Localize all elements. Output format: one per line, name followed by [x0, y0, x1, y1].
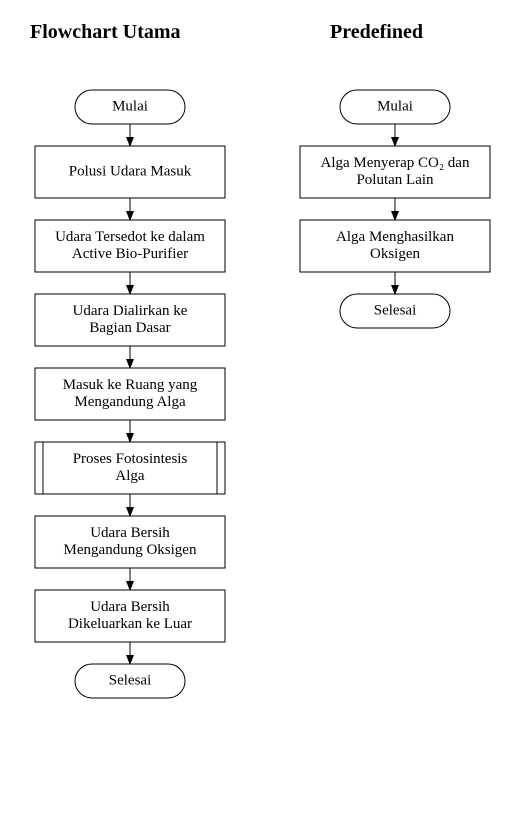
right-node-2-text-0: Alga Menghasilkan — [336, 229, 454, 245]
left-node-6-text-0: Udara Bersih — [90, 525, 170, 541]
right-node-3-text-0: Selesai — [374, 302, 417, 318]
right-node-2-text-1: Oksigen — [370, 246, 420, 262]
left-node-3-text-0: Udara Dialirkan ke — [73, 303, 188, 319]
left-node-2-text-1: Active Bio-Purifier — [72, 246, 188, 262]
right-node-1-text-1: Polutan Lain — [356, 172, 434, 188]
right-node-0-text-0: Mulai — [377, 98, 413, 114]
left-node-7-text-1: Dikeluarkan ke Luar — [68, 616, 192, 632]
right-node-1-text-0: Alga Menyerap CO₂ dan — [321, 155, 470, 171]
left-node-3-text-1: Bagian Dasar — [89, 320, 170, 336]
left-node-4-text-0: Masuk ke Ruang yang — [63, 377, 198, 393]
left-node-0-text-0: Mulai — [112, 98, 148, 114]
left-node-7-text-0: Udara Bersih — [90, 599, 170, 615]
left-node-5-text-1: Alga — [115, 468, 145, 484]
left-node-4-text-1: Mengandung Alga — [74, 394, 186, 410]
left-node-5-text-0: Proses Fotosintesis — [73, 451, 188, 467]
left-node-1-text-0: Polusi Udara Masuk — [69, 163, 192, 179]
left-node-6-text-1: Mengandung Oksigen — [64, 542, 197, 558]
svg-text:Predefined: Predefined — [330, 21, 423, 43]
left-node-2-text-0: Udara Tersedot ke dalam — [55, 229, 205, 245]
left-node-8-text-0: Selesai — [109, 672, 152, 688]
svg-text:Flowchart Utama: Flowchart Utama — [30, 21, 181, 43]
